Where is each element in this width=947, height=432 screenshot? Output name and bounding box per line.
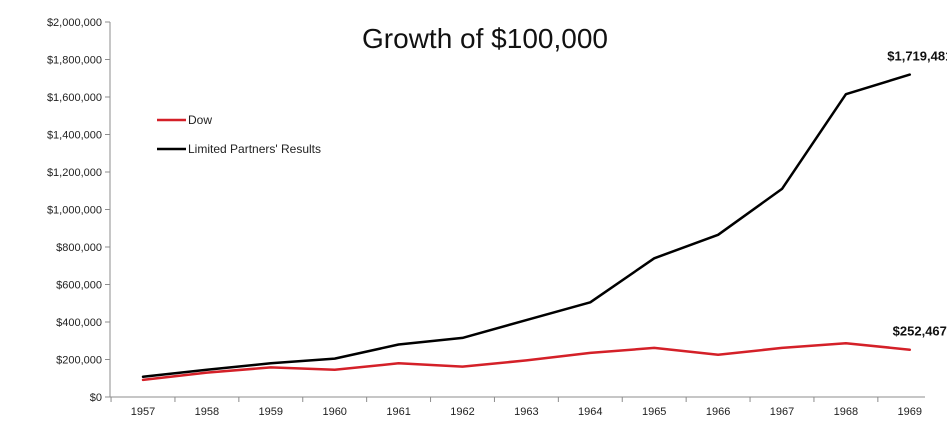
axis-layer: $0 $200,000 $400,000 $600,000 $800,000 $1,000… — [47, 17, 925, 418]
x-tick-label: 1968 — [834, 406, 858, 418]
x-tick-label: 1966 — [706, 406, 730, 418]
y-tick-label: $2,000,000 — [47, 17, 102, 29]
series-line-limited-partners — [141, 73, 912, 379]
x-tick-label: 1967 — [770, 406, 794, 418]
x-tick-label: 1962 — [450, 406, 474, 418]
x-tick-label: 1958 — [195, 406, 219, 418]
y-tick-label: $600,000 — [56, 280, 102, 292]
legend-label: Limited Partners' Results — [188, 142, 321, 156]
chart-title: Growth of $100,000 — [362, 23, 608, 54]
end-value-label: $252,467 — [893, 324, 947, 339]
y-tick-label: $0 — [90, 392, 102, 404]
y-tick-label: $200,000 — [56, 355, 102, 367]
x-tick-label: 1963 — [514, 406, 538, 418]
y-tick-label: $1,000,000 — [47, 205, 102, 217]
series-layer — [141, 73, 912, 382]
y-tick-label: $1,200,000 — [47, 167, 102, 179]
y-tick-label: $400,000 — [56, 317, 102, 329]
x-tick-label: 1969 — [898, 406, 922, 418]
legend: Dow Limited Partners' Results — [157, 113, 321, 156]
x-tick-label: 1961 — [386, 406, 410, 418]
end-labels: $252,467 $1,719,481 — [887, 49, 947, 339]
x-tick-label: 1960 — [322, 406, 346, 418]
y-tick-label: $1,800,000 — [47, 55, 102, 67]
x-tick-label: 1959 — [259, 406, 283, 418]
y-tick-label: $1,400,000 — [47, 130, 102, 142]
x-tick-label: 1964 — [578, 406, 602, 418]
end-value-label: $1,719,481 — [887, 49, 947, 64]
y-tick-label: $800,000 — [56, 242, 102, 254]
series-line-dow — [141, 341, 912, 382]
y-tick-label: $1,600,000 — [47, 92, 102, 104]
x-tick-label: 1965 — [642, 406, 666, 418]
x-tick-label: 1957 — [131, 406, 155, 418]
legend-label: Dow — [188, 113, 212, 127]
